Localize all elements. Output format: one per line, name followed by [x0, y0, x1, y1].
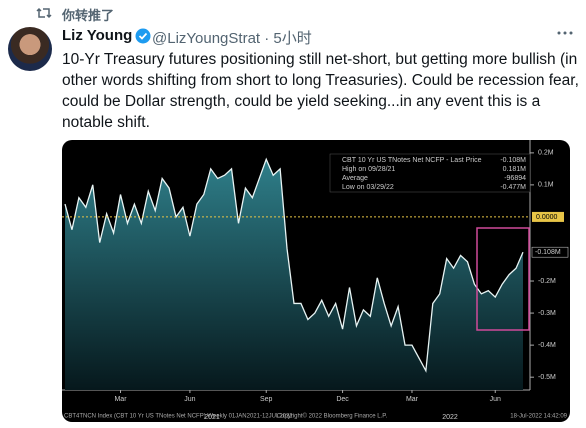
- year-label: 2022: [442, 414, 458, 421]
- x-tick-label: Dec: [336, 396, 349, 403]
- separator: ·: [264, 30, 270, 47]
- zero-label: 0.0000: [536, 214, 558, 221]
- year-label: 2021: [204, 414, 220, 421]
- y-tick-label: -0.4M: [538, 342, 556, 349]
- author-meta: @LizYoungStrat · 5小时: [152, 27, 312, 48]
- y-tick-label: 0.1M: [538, 182, 554, 189]
- handle[interactable]: @LizYoungStrat: [152, 30, 261, 47]
- footer-text: Copyright© 2022 Bloomberg Finance L.P.: [277, 413, 388, 420]
- chart[interactable]: 0.2M 0.1M -0.2M -0.3M -0.4M -0.5M 0.0000 -0.108…: [62, 140, 570, 422]
- x-tick-label: Mar: [114, 396, 127, 403]
- verified-badge: [135, 28, 151, 44]
- tweet-text-line: notable shift.: [62, 114, 150, 131]
- y-tick-label: -0.5M: [538, 374, 556, 381]
- x-tick-label: Mar: [406, 396, 419, 403]
- y-tick-label: -0.2M: [538, 278, 556, 285]
- highlight-box: [476, 227, 530, 331]
- retweet-icon: [36, 7, 52, 19]
- legend-label: CBT 10 Yr US TNotes Net NCFP - Last Pric…: [342, 157, 482, 164]
- legend-box: [329, 153, 531, 193]
- legend-value: 0.181M: [503, 166, 527, 173]
- footer-text: 18-Jul-2022 14:42:09: [510, 414, 567, 420]
- legend-value: -96894: [504, 175, 526, 182]
- last-price-label: -0.108M: [535, 249, 561, 256]
- line: [64, 157, 524, 373]
- legend-label: Low on 03/29/22: [342, 184, 394, 191]
- last-price-box: [531, 246, 569, 258]
- legend-value: -0.477M: [500, 184, 526, 191]
- footer-text: CBT4TNCN Index (CBT 10 Yr US TNotes Net …: [64, 414, 293, 420]
- y-tick-label: 0.2M: [538, 150, 554, 157]
- author-name[interactable]: Liz Young: [62, 27, 133, 44]
- more-icon[interactable]: [556, 30, 574, 36]
- time[interactable]: 5小时: [273, 30, 312, 47]
- zero-label-box: [532, 211, 564, 222]
- avatar[interactable]: [8, 27, 52, 71]
- tweet-text-line: 10-Yr Treasury futures positioning still…: [62, 51, 578, 68]
- legend-label: Average: [342, 175, 368, 182]
- legend-value: -0.108M: [500, 157, 526, 164]
- retweet-label: 你转推了: [62, 8, 115, 23]
- x-tick-label: Jun: [184, 396, 195, 403]
- x-tick-label: Sep: [260, 396, 273, 403]
- tweet-text-line: could be Dollar strength, could be yield…: [62, 93, 541, 110]
- x-tick-label: Jun: [490, 396, 501, 403]
- tweet-text-line: other words shifting from short to long …: [62, 72, 579, 89]
- y-tick-label: -0.3M: [538, 310, 556, 317]
- legend-label: High on 09/28/21: [342, 166, 395, 173]
